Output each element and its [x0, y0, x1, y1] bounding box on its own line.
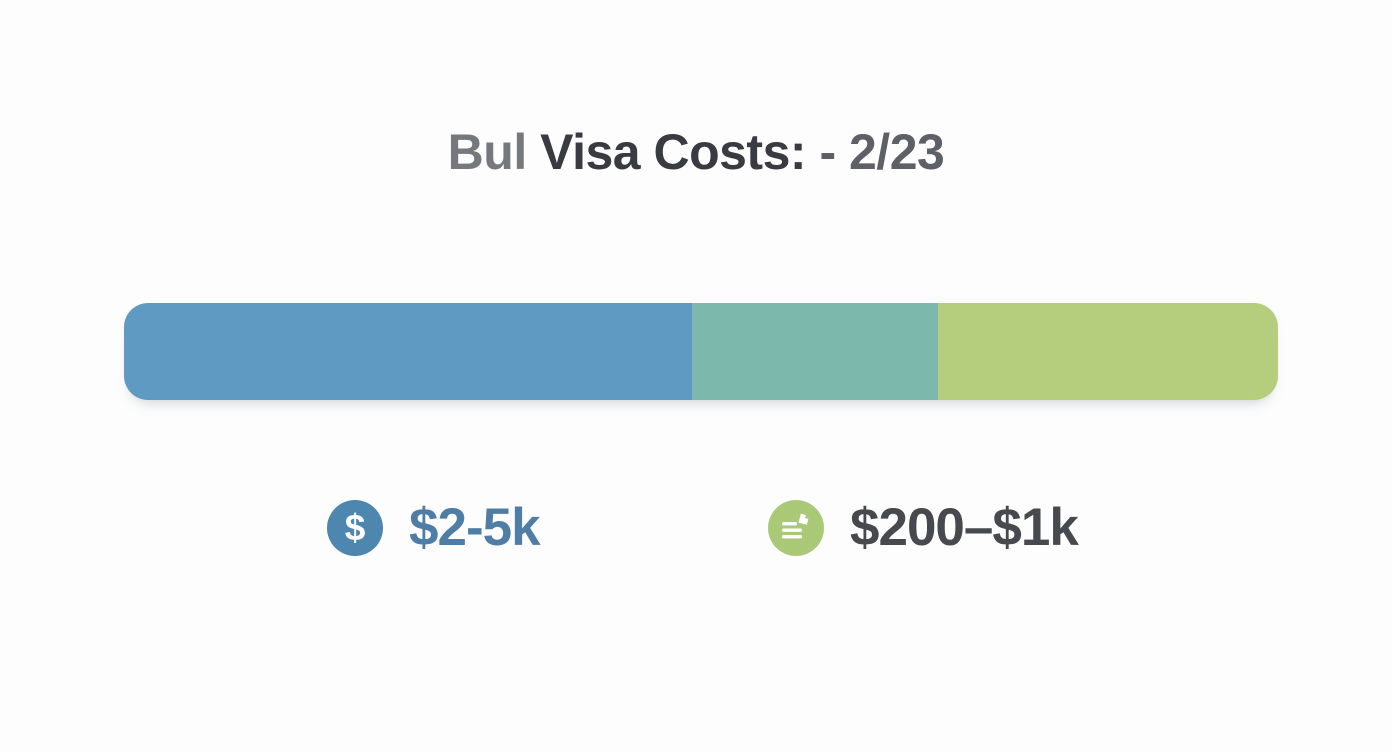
- bar-segment-green: [937, 303, 1278, 400]
- legend-item-low-cost: $200–$1k: [768, 498, 1079, 557]
- legend-label-low-cost: $200–$1k: [850, 498, 1079, 557]
- title-prefix: Bul: [447, 123, 528, 180]
- legend-label-high-cost: $2-5k: [409, 498, 541, 557]
- legend-item-high-cost: $ $2-5k: [327, 498, 541, 557]
- dollar-glyph: $: [344, 506, 366, 548]
- document-lines-icon: [768, 500, 824, 556]
- title-suffix: - 2/23: [819, 123, 945, 180]
- dollar-circle-icon: $: [327, 500, 383, 556]
- bar-segment-blue: [124, 303, 692, 400]
- page-title: Bul Visa Costs: - 2/23: [0, 120, 1392, 184]
- stacked-cost-bar: [124, 303, 1278, 400]
- bar-segment-teal: [691, 303, 938, 400]
- title-main: Visa Costs:: [540, 123, 807, 180]
